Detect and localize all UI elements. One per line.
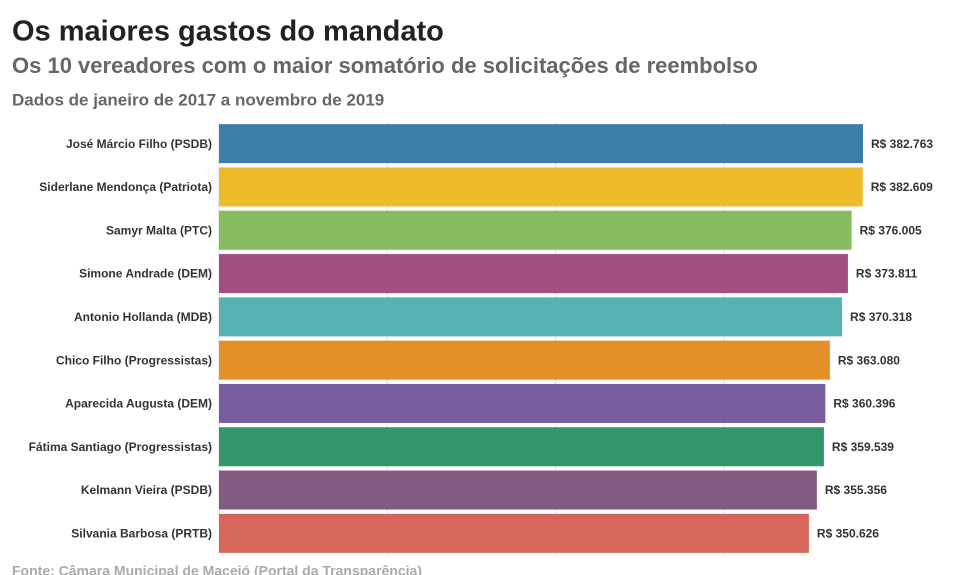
- y-tick-label: Kelmann Vieira (PSDB): [81, 483, 212, 497]
- y-tick-label: Siderlane Mendonça (Patriota): [39, 180, 212, 194]
- bar: [219, 340, 830, 380]
- value-label: R$ 363.080: [838, 353, 900, 367]
- y-tick-label: Antonio Hollanda (MDB): [74, 310, 212, 324]
- bar: [219, 470, 817, 510]
- value-label: R$ 350.626: [817, 527, 879, 541]
- y-tick-label: José Márcio Filho (PSDB): [66, 137, 212, 151]
- y-tick-label: Silvania Barbosa (PRTB): [71, 527, 212, 541]
- chart-title: Os maiores gastos do mandato: [12, 16, 444, 48]
- value-label: R$ 373.811: [856, 267, 918, 281]
- y-tick-label: Chico Filho (Progressistas): [56, 353, 212, 367]
- bar: [219, 254, 848, 294]
- bar: [219, 297, 843, 337]
- bar: [219, 210, 852, 250]
- value-label: R$ 382.763: [871, 137, 933, 151]
- y-tick-label: Samyr Malta (PTC): [106, 223, 212, 237]
- bar: [219, 124, 863, 164]
- chart-note: Dados de janeiro de 2017 a novembro de 2…: [12, 90, 384, 109]
- value-label: R$ 382.609: [871, 180, 933, 194]
- bar: [219, 383, 826, 423]
- y-tick-label: Simone Andrade (DEM): [79, 267, 212, 281]
- bar: [219, 167, 863, 207]
- bar: [219, 513, 809, 553]
- y-tick-label: Fátima Santiago (Progressistas): [29, 440, 212, 454]
- value-label: R$ 360.396: [833, 397, 895, 411]
- value-label: R$ 370.318: [850, 310, 912, 324]
- value-label: R$ 355.356: [825, 483, 887, 497]
- y-tick-label: Aparecida Augusta (DEM): [65, 397, 212, 411]
- chart-source: Fonte: Câmara Municipal de Maceió (Porta…: [12, 563, 422, 575]
- value-label: R$ 359.539: [832, 440, 894, 454]
- bar: [219, 427, 824, 467]
- chart-subtitle: Os 10 vereadores com o maior somatório d…: [12, 53, 758, 78]
- value-label: R$ 376.005: [860, 223, 922, 237]
